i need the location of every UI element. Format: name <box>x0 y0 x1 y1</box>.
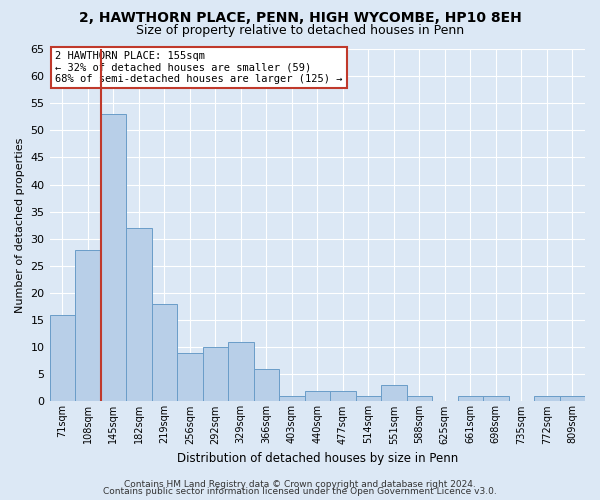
Text: 2, HAWTHORN PLACE, PENN, HIGH WYCOMBE, HP10 8EH: 2, HAWTHORN PLACE, PENN, HIGH WYCOMBE, H… <box>79 11 521 25</box>
Bar <box>356 396 381 402</box>
Bar <box>228 342 254 402</box>
Bar <box>152 304 177 402</box>
Bar <box>279 396 305 402</box>
Bar <box>101 114 126 402</box>
Y-axis label: Number of detached properties: Number of detached properties <box>15 138 25 313</box>
Bar <box>458 396 483 402</box>
Text: Contains public sector information licensed under the Open Government Licence v3: Contains public sector information licen… <box>103 487 497 496</box>
Bar <box>407 396 432 402</box>
Bar <box>75 250 101 402</box>
Bar <box>177 352 203 402</box>
Bar <box>254 369 279 402</box>
Text: Contains HM Land Registry data © Crown copyright and database right 2024.: Contains HM Land Registry data © Crown c… <box>124 480 476 489</box>
Text: Size of property relative to detached houses in Penn: Size of property relative to detached ho… <box>136 24 464 37</box>
Bar <box>126 228 152 402</box>
Bar <box>50 314 75 402</box>
Bar <box>330 390 356 402</box>
Bar <box>483 396 509 402</box>
Bar <box>534 396 560 402</box>
Bar <box>560 396 585 402</box>
Bar <box>381 385 407 402</box>
Bar <box>203 347 228 402</box>
X-axis label: Distribution of detached houses by size in Penn: Distribution of detached houses by size … <box>176 452 458 465</box>
Text: 2 HAWTHORN PLACE: 155sqm
← 32% of detached houses are smaller (59)
68% of semi-d: 2 HAWTHORN PLACE: 155sqm ← 32% of detach… <box>55 51 343 84</box>
Bar <box>305 390 330 402</box>
